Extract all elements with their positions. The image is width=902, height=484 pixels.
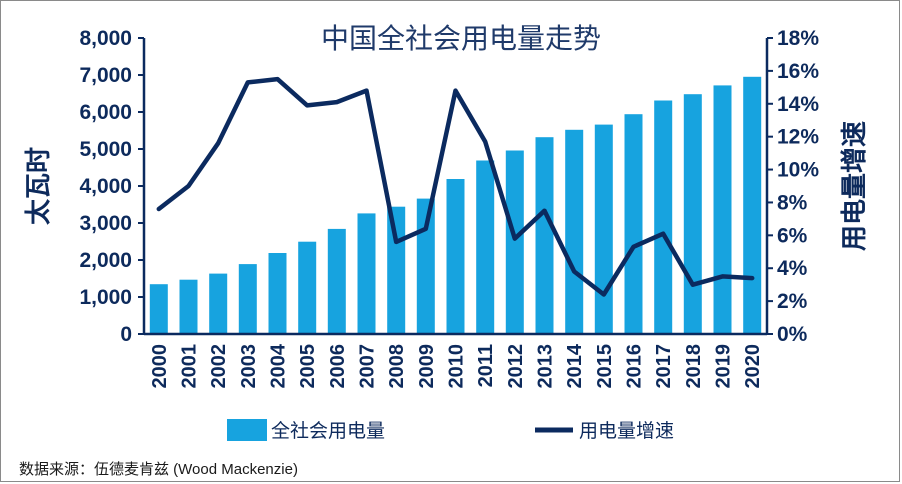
bar-2006 bbox=[327, 228, 346, 334]
x-tick-label: 2020 bbox=[742, 344, 764, 389]
bar-2008 bbox=[387, 206, 406, 334]
growth-line bbox=[156, 76, 755, 297]
bar-2011 bbox=[476, 160, 495, 334]
x-tick-label: 2018 bbox=[683, 344, 705, 389]
line-series bbox=[156, 76, 755, 297]
x-tick-label: 2014 bbox=[564, 343, 586, 388]
bar-2015 bbox=[594, 124, 613, 334]
y2-tick-label: 18% bbox=[777, 27, 819, 50]
y-tick-label: 8,000 bbox=[79, 27, 132, 50]
x-tick-label: 2002 bbox=[208, 344, 230, 389]
y-tick-label: 3,000 bbox=[79, 212, 132, 235]
y-tick-label: 2,000 bbox=[79, 249, 132, 272]
bar-2016 bbox=[624, 114, 643, 334]
bar-2003 bbox=[238, 264, 257, 334]
x-tick-label: 2005 bbox=[297, 344, 319, 389]
bar-series bbox=[149, 76, 762, 335]
x-tick-label: 2017 bbox=[653, 344, 675, 389]
x-axis-ticks: 2000 2001 2002 2003 2004 2005 2006 2007 2008 2009… bbox=[149, 343, 764, 388]
source-note: 数据来源：伍德麦肯兹 (Wood Mackenzie) bbox=[19, 460, 298, 478]
x-tick-label: 2006 bbox=[327, 344, 349, 389]
bar-2005 bbox=[298, 241, 317, 334]
x-tick-label: 2001 bbox=[179, 344, 201, 389]
x-tick-label: 2008 bbox=[386, 344, 408, 389]
y2-tick-label: 14% bbox=[777, 93, 819, 116]
x-tick-label: 2000 bbox=[149, 344, 171, 389]
y2-tick-label: 8% bbox=[777, 191, 808, 214]
y-tick-label: 7,000 bbox=[79, 64, 132, 87]
y2-tick-label: 2% bbox=[777, 290, 808, 313]
legend-swatch-bar bbox=[227, 419, 267, 441]
chart-title: 中国全社会用电量走势 bbox=[321, 23, 601, 54]
y2-tick-label: 6% bbox=[777, 224, 808, 247]
bar-2018 bbox=[683, 94, 702, 334]
bar-2010 bbox=[446, 179, 465, 334]
bar-2001 bbox=[179, 279, 198, 334]
x-tick-label: 2016 bbox=[624, 344, 646, 389]
y2-tick-label: 0% bbox=[777, 323, 808, 346]
y-axis-label: 太瓦时 bbox=[23, 147, 53, 225]
y-tick-label: 4,000 bbox=[79, 175, 132, 198]
y2-tick-label: 16% bbox=[777, 60, 819, 83]
y2-axis-label: 用电量增速 bbox=[839, 121, 869, 251]
legend: 全社会用电量 用电量增速 bbox=[227, 419, 674, 442]
x-tick-label: 2004 bbox=[268, 343, 290, 388]
x-tick-label: 2013 bbox=[535, 344, 557, 389]
x-tick-label: 2009 bbox=[416, 344, 438, 389]
bar-2017 bbox=[654, 100, 673, 334]
y2-tick-label: 10% bbox=[777, 159, 819, 182]
bar-2007 bbox=[357, 213, 376, 334]
bar-2000 bbox=[149, 284, 168, 334]
x-tick-label: 2011 bbox=[475, 344, 497, 387]
bar-2019 bbox=[713, 85, 732, 335]
bar-2013 bbox=[535, 137, 554, 334]
legend-label-line: 用电量增速 bbox=[579, 420, 674, 442]
bar-2012 bbox=[505, 150, 524, 334]
legend-label-bar: 全社会用电量 bbox=[271, 420, 385, 442]
y-tick-label: 0 bbox=[120, 323, 132, 346]
x-tick-label: 2007 bbox=[357, 344, 379, 389]
y-axis-ticks: 0 1,000 2,000 3,000 4,000 5,000 6,000 7,000 8,00… bbox=[79, 27, 144, 346]
bar-2002 bbox=[209, 273, 228, 334]
x-tick-label: 2012 bbox=[505, 344, 527, 389]
x-tick-label: 2003 bbox=[238, 344, 260, 389]
bar-2014 bbox=[565, 129, 584, 334]
y-tick-label: 1,000 bbox=[79, 286, 132, 309]
bar-2004 bbox=[268, 253, 287, 334]
x-tick-label: 2019 bbox=[713, 344, 735, 389]
x-tick-label: 2010 bbox=[446, 344, 468, 389]
y2-axis-ticks: 0% 2% 4% 6% 8% 10% 12% 14% 16% 18% bbox=[767, 27, 819, 346]
y-tick-label: 5,000 bbox=[79, 138, 132, 161]
y2-tick-label: 4% bbox=[777, 257, 808, 280]
bar-2020 bbox=[743, 76, 762, 335]
y2-tick-label: 12% bbox=[777, 126, 819, 149]
x-tick-label: 2015 bbox=[594, 344, 616, 389]
y-tick-label: 6,000 bbox=[79, 101, 132, 124]
